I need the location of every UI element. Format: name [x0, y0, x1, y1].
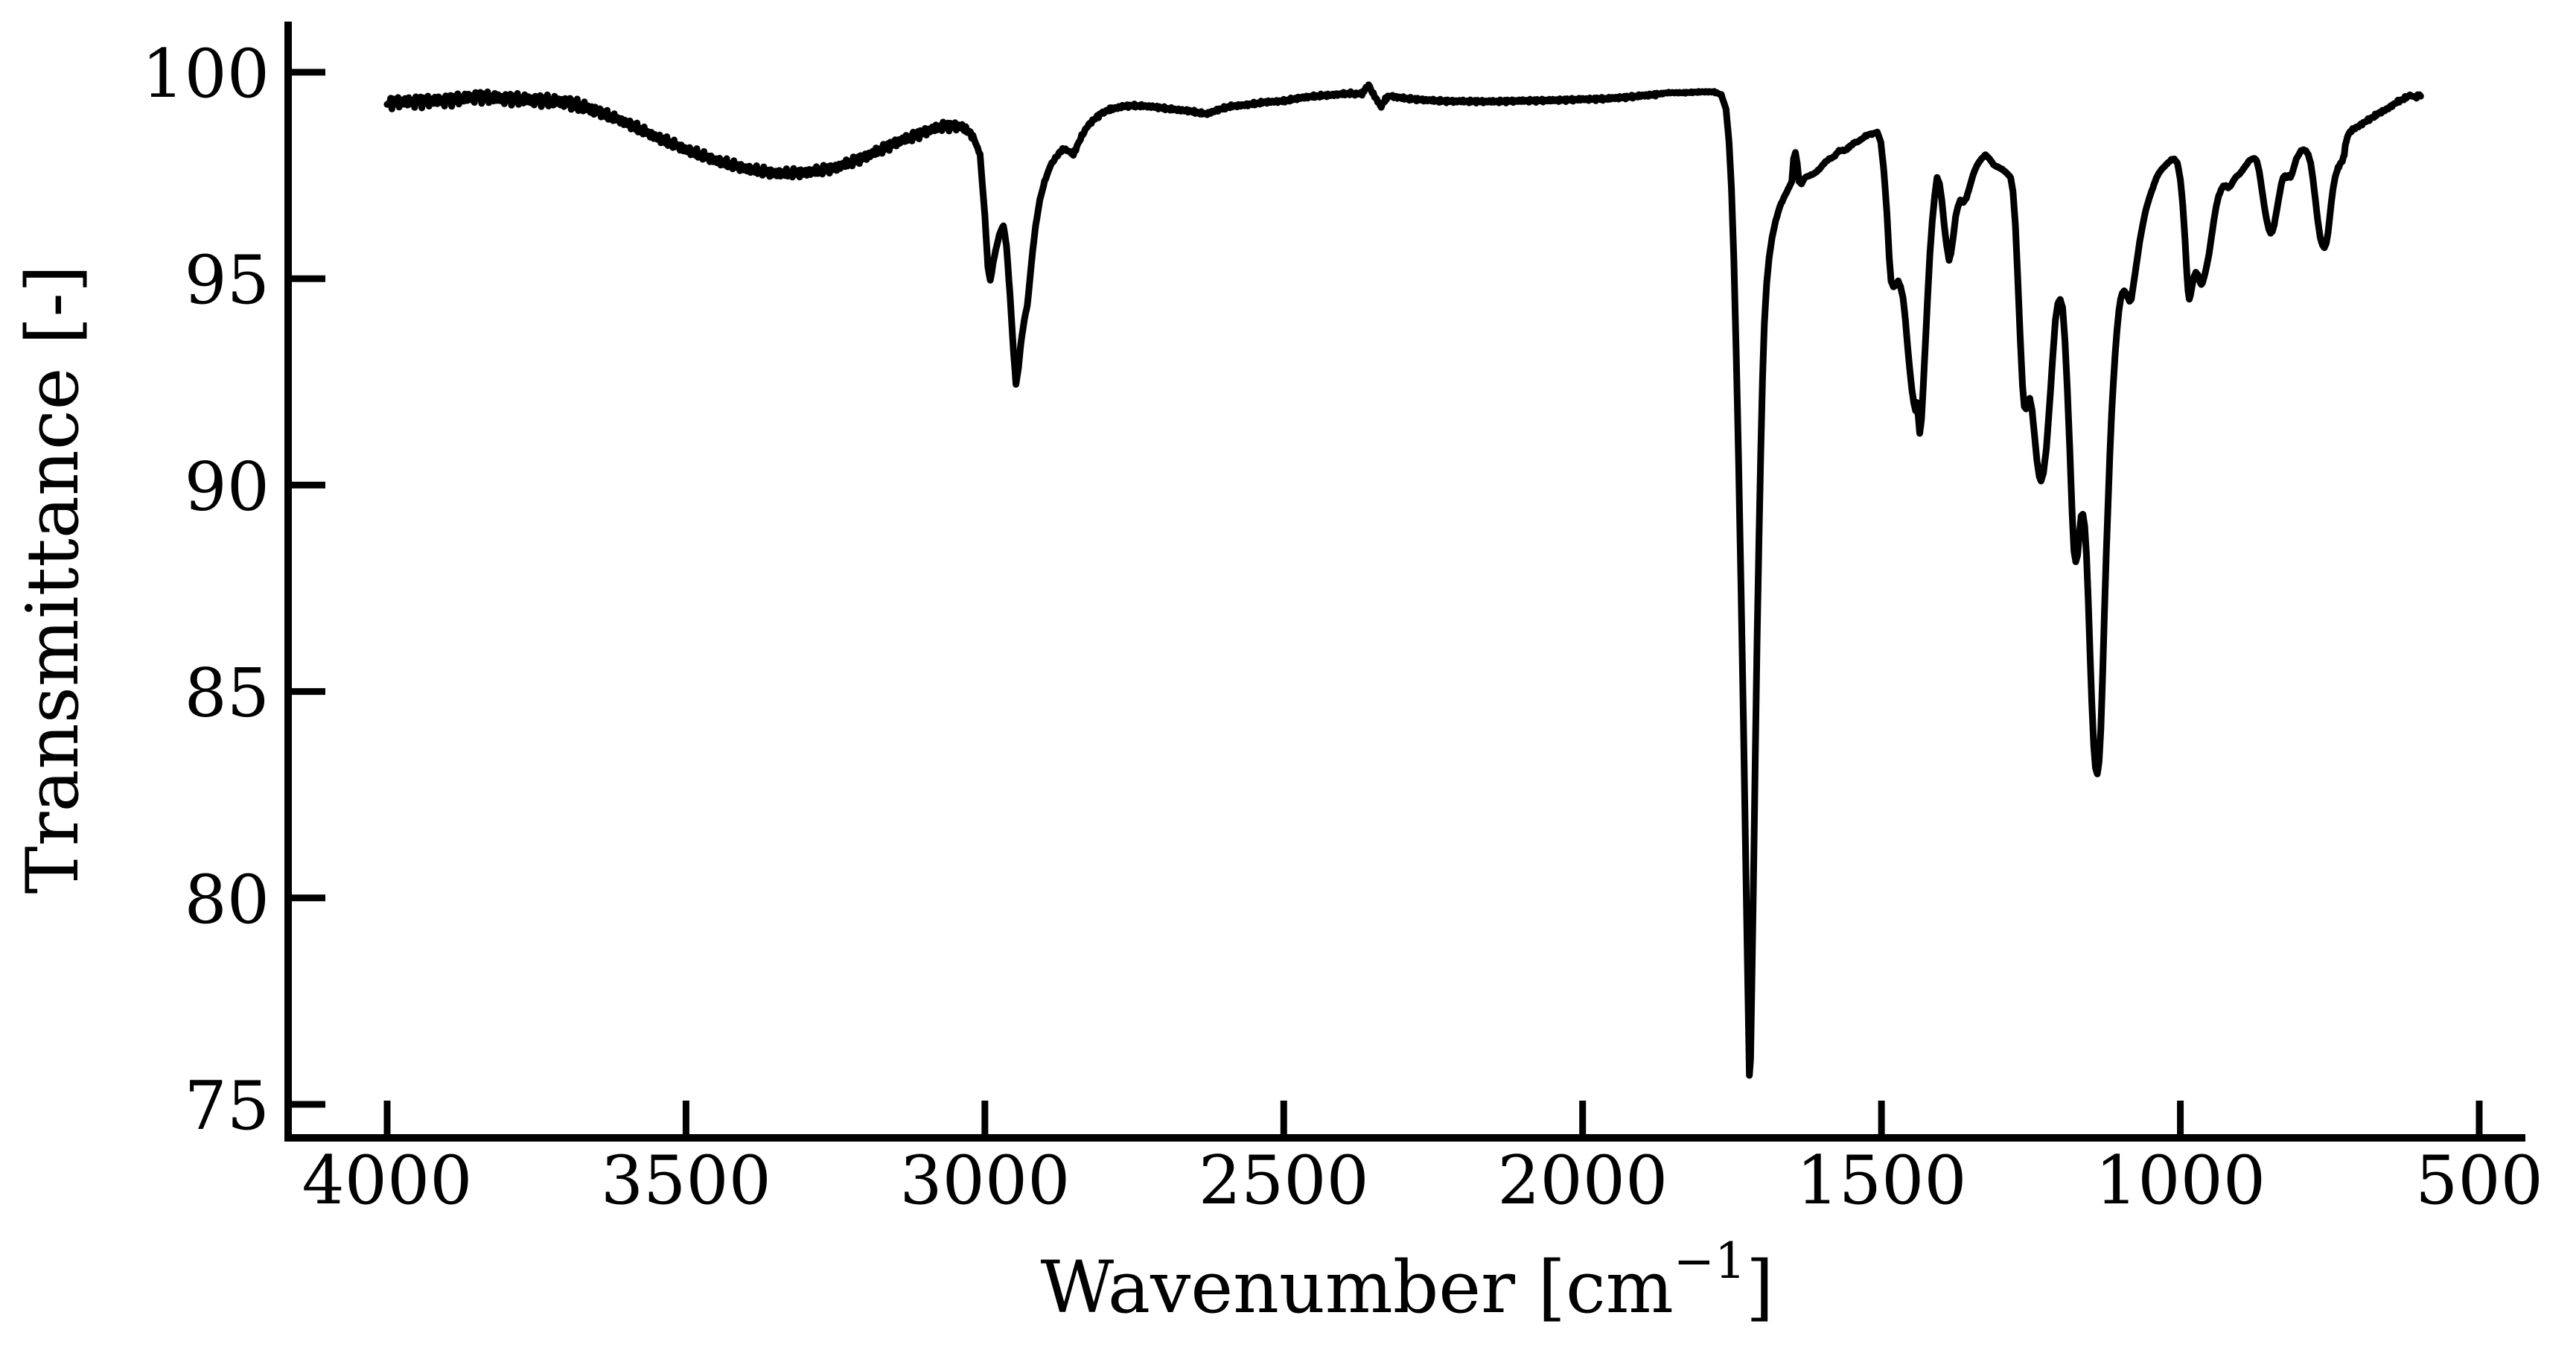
x-tick-label: 3500 — [601, 1142, 771, 1220]
x-axis-title-superscript: −1 — [1674, 1232, 1746, 1290]
x-tick-label: 2000 — [1497, 1142, 1668, 1220]
y-tick-label: 95 — [184, 241, 270, 319]
y-tick-label: 100 — [141, 35, 270, 113]
plot-area — [383, 81, 2424, 1079]
y-tick-label: 85 — [184, 655, 270, 733]
y-axis-ticks — [292, 69, 325, 1108]
x-tick-label: 4000 — [302, 1142, 472, 1220]
x-tick-label: 1500 — [1796, 1142, 1967, 1220]
x-axis-tick-labels: 4000 3500 3000 2500 2000 1500 1000 500 — [302, 1142, 2542, 1220]
x-tick-label: 500 — [2415, 1142, 2543, 1220]
y-axis-title: Transmittance [-] — [11, 265, 95, 894]
y-tick-label: 80 — [184, 861, 270, 939]
x-axis-title-close-bracket: ] — [1746, 1246, 1773, 1329]
x-axis-title-text: Wavenumber [cm — [1041, 1246, 1674, 1329]
y-tick-label: 75 — [184, 1067, 270, 1145]
axes-spines — [284, 22, 2525, 1142]
x-tick-label: 3000 — [899, 1142, 1070, 1220]
x-tick-label: 1000 — [2095, 1142, 2266, 1220]
y-tick-label: 90 — [184, 448, 270, 526]
x-axis-title: Wavenumber [cm−1] — [1041, 1232, 1774, 1329]
x-tick-label: 2500 — [1199, 1142, 1369, 1220]
spectrum-curve — [383, 81, 2424, 1079]
x-axis-ticks — [383, 1101, 2483, 1134]
y-axis-tick-labels: 75 80 85 90 95 100 — [141, 35, 270, 1145]
